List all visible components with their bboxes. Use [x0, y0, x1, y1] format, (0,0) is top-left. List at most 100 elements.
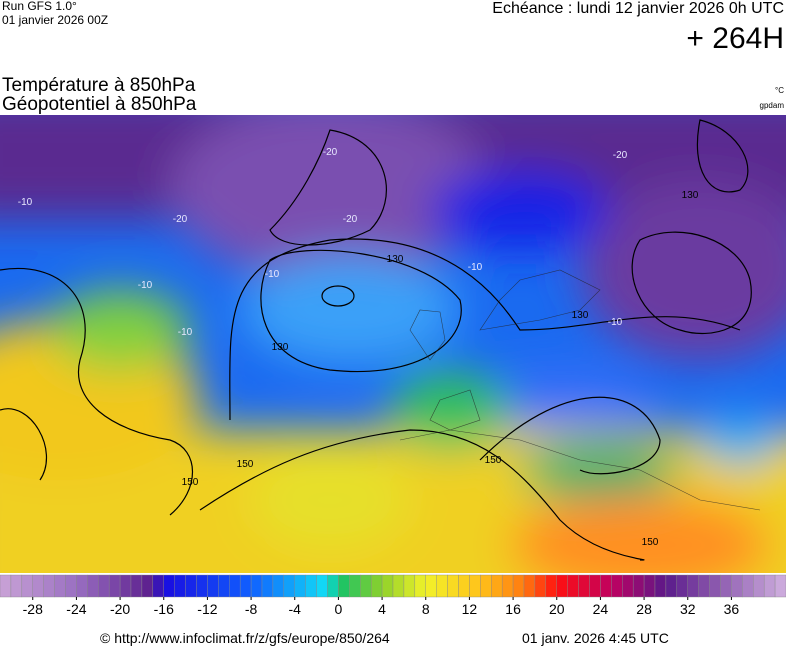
- colorbar-swatch: [43, 574, 55, 598]
- contour-label: -10: [265, 269, 280, 280]
- colorbar-swatch: [534, 574, 547, 598]
- colorbar-swatch: [283, 574, 295, 598]
- contour-label: 130: [682, 190, 699, 201]
- colorbar-swatch: [76, 574, 88, 598]
- colorbar-swatch: [21, 574, 33, 598]
- colorbar-swatch: [163, 574, 175, 598]
- colorbar-swatch: [207, 574, 219, 598]
- colorbar-swatch: [698, 574, 710, 598]
- colorbar-swatch: [294, 574, 306, 598]
- contour-label: -10: [608, 317, 623, 328]
- colorbar-swatch: [381, 574, 394, 598]
- contour-labels: -20 -20 -20 -20 -10 -10 -10 -10 -10 -10 130 130 130 1…: [18, 147, 699, 548]
- colorbar-swatch: [600, 574, 612, 598]
- colorbar-swatch: [54, 574, 66, 598]
- colorbar-swatch: [665, 574, 678, 598]
- contour-label: -20: [323, 147, 338, 158]
- unit: gpdam: [760, 101, 785, 110]
- contour-label: 150: [642, 537, 659, 548]
- colorbar-tick-label: -20: [110, 601, 130, 617]
- colorbar-swatch: [687, 574, 699, 598]
- colorbar-swatch: [141, 574, 154, 598]
- contour-label: 150: [485, 455, 502, 466]
- colorbar-swatch: [403, 574, 416, 598]
- colorbar-swatch: [392, 574, 405, 598]
- timestamp: 01 janv. 2026 4:45 UTC: [522, 630, 669, 646]
- colorbar-swatch: [250, 574, 263, 598]
- colorbar-tick-label: -4: [289, 601, 302, 617]
- colorbar-swatch: [425, 574, 437, 598]
- contour-label: -10: [468, 262, 483, 273]
- contours: [0, 119, 752, 561]
- colorbar-swatch: [174, 574, 186, 598]
- colorbar-swatch: [98, 574, 110, 598]
- colorbar-swatch: [578, 574, 590, 598]
- colorbar-swatch: [327, 574, 339, 598]
- colorbar-swatch: [261, 574, 274, 598]
- colorbar-swatch: [731, 574, 743, 598]
- contour-label: 150: [182, 477, 199, 488]
- colorbar-swatch: [10, 574, 23, 598]
- colorbar-swatch: [709, 574, 721, 598]
- colorbar-swatch: [32, 574, 44, 598]
- valid-time: Echéance : lundi 12 janvier 2026 0h UTC: [492, 0, 784, 17]
- colorbar-swatch: [316, 574, 328, 598]
- colorbar-swatch: [130, 574, 143, 598]
- colorbar-tick-label: -16: [154, 601, 174, 617]
- contour-label: -20: [613, 150, 628, 161]
- colorbar-swatch: [523, 574, 536, 598]
- colorbar-tick-label: 32: [680, 601, 696, 617]
- colorbar-tick-label: -24: [66, 601, 86, 617]
- colorbar-swatch: [469, 574, 481, 598]
- colorbar-swatch: [643, 574, 656, 598]
- colorbar-swatch: [239, 574, 252, 598]
- colorbar-swatch: [611, 574, 623, 598]
- colorbar-swatch: [108, 574, 121, 598]
- unit: °C: [775, 86, 784, 95]
- colorbar-swatch: [480, 574, 492, 598]
- contour-label: -20: [343, 214, 358, 225]
- contour-label: 150: [237, 459, 254, 470]
- colorbar-swatch: [218, 574, 230, 598]
- title: Géopotentiel à 850hPa: [2, 94, 197, 115]
- run: Run GFS 1.0°: [2, 0, 77, 13]
- colorbar-swatch: [622, 574, 634, 598]
- contour-label: 130: [272, 342, 289, 353]
- colorbar-swatch: [414, 574, 426, 598]
- colorbar-swatch: [753, 574, 765, 598]
- colorbar-tick-label: 4: [378, 601, 386, 617]
- colorbar-swatch: [87, 574, 99, 598]
- colorbar-swatch: [152, 574, 164, 598]
- coastlines: [399, 269, 761, 511]
- source: © http://www.infoclimat.fr/z/gfs/europe/…: [100, 630, 390, 646]
- contour-label: -10: [178, 327, 193, 338]
- colorbar-tick-label: -12: [197, 601, 217, 617]
- colorbar-swatch: [676, 574, 688, 598]
- colorbar-swatch: [774, 574, 786, 598]
- colorbar-tick-label: -28: [23, 601, 43, 617]
- colorbar-tick-label: 0: [335, 601, 343, 617]
- map: [0, 115, 786, 573]
- contour-label: -10: [138, 280, 153, 291]
- colorbar-tick-label: 28: [636, 601, 652, 617]
- colorbar-tick-label: -8: [245, 601, 258, 617]
- contour-label: -10: [18, 197, 33, 208]
- colorbar: -28 -24 -20 -16 -12 -8 -4 0 4 8 12 16 20 24 28 32 36: [0, 574, 786, 617]
- colorbar-swatch: [742, 574, 754, 598]
- colorbar-swatch: [272, 574, 285, 598]
- colorbar-tick-label: 36: [724, 601, 740, 617]
- colorbar-swatch: [360, 574, 372, 598]
- colorbar-swatch: [545, 574, 557, 598]
- colorbar-swatch: [119, 574, 132, 598]
- colorbar-swatch: [65, 574, 77, 598]
- colorbar-swatch: [763, 574, 776, 598]
- colorbar-swatch: [305, 574, 317, 598]
- title: Température à 850hPa: [2, 75, 196, 96]
- colorbar-swatch: [556, 574, 568, 598]
- colorbar-swatch: [196, 574, 208, 598]
- colorbar-swatch: [654, 574, 667, 598]
- colorbar-swatch: [349, 574, 361, 598]
- colorbar-swatch: [512, 574, 525, 598]
